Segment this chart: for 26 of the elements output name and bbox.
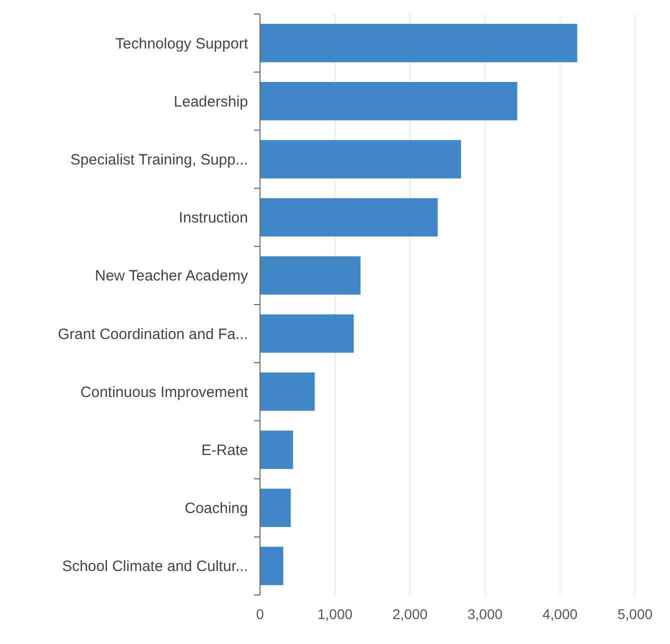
bar [260, 24, 578, 62]
x-tick-label: 3,000 [467, 606, 503, 622]
bar [260, 372, 315, 411]
y-tick-label: New Teacher Academy [94, 268, 248, 285]
y-tick-label: E-Rate [201, 442, 248, 459]
bar [260, 256, 360, 295]
y-tick-label: Technology Support [115, 35, 249, 52]
y-tick-label: Specialist Training, Supp... [70, 152, 248, 168]
y-tick-label: Continuous Improvement [80, 384, 249, 401]
bar [260, 140, 461, 178]
y-tick-label: Leadership [174, 93, 248, 110]
x-tick-label: 4,000 [542, 606, 578, 622]
bar [260, 82, 518, 120]
y-tick-label: Grant Coordination and Fa... [58, 326, 248, 343]
x-tick-label: 2,000 [392, 606, 428, 622]
x-tick-label: 0 [256, 606, 264, 622]
y-tick-label: Instruction [178, 210, 248, 227]
bar [260, 198, 438, 237]
bar [260, 546, 284, 586]
x-tick-label: 1,000 [317, 606, 353, 622]
x-tick-label: 5,000 [617, 606, 653, 622]
bar [260, 314, 354, 353]
y-tick-label: Coaching [184, 500, 248, 518]
bar [260, 430, 293, 469]
y-tick-label: School Climate and Cultur... [62, 558, 248, 576]
bar [260, 488, 291, 528]
